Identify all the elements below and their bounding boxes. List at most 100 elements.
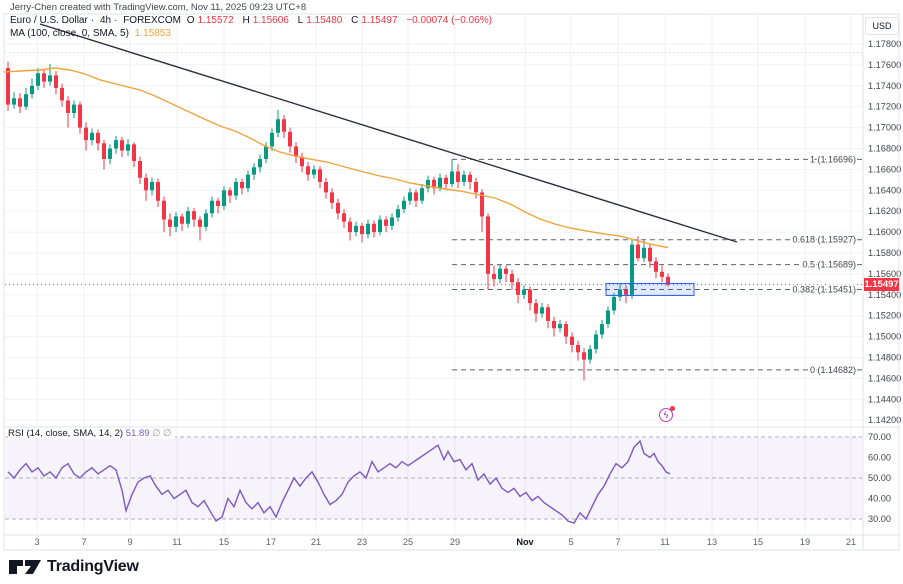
candle-body — [330, 192, 334, 203]
candle-body — [180, 216, 184, 224]
candle-body — [336, 202, 340, 214]
candle-body — [300, 156, 304, 167]
candle-body — [120, 140, 124, 151]
high-value: 1.15606 — [252, 15, 289, 26]
candle-body — [174, 216, 178, 227]
candle-body — [420, 188, 424, 201]
current-price-tag: 1.15497 — [864, 278, 899, 291]
rsi-legend[interactable]: RSI (14, close, SMA, 14, 2) 51.89 ∅ ∅ — [8, 428, 176, 439]
candle-body — [18, 98, 22, 107]
candle-body — [234, 181, 238, 196]
fib-level-label: 0.382 (1.15451) — [792, 284, 856, 294]
candle-body — [378, 219, 382, 233]
ma-line — [2, 67, 669, 249]
tradingview-logo[interactable]: TradingView — [8, 557, 139, 577]
candle-body — [150, 181, 154, 191]
candle-body — [342, 213, 346, 222]
candle-body — [492, 273, 496, 280]
candle-body — [72, 104, 76, 113]
candle-body — [384, 219, 388, 226]
candle-body — [192, 211, 196, 220]
close-value: 1.15497 — [361, 15, 398, 26]
candle-body — [486, 216, 490, 274]
ma-label: MA (100, close, 0, SMA, 5) — [10, 28, 129, 39]
close-label: C 1.15497 — [351, 15, 398, 26]
price-axis-label: 1.17600 — [868, 60, 901, 70]
chart-widget-border — [3, 13, 900, 551]
candle-body — [168, 219, 172, 227]
price-axis-label: 1.14200 — [868, 415, 901, 425]
candle-body — [210, 200, 214, 214]
price-axis-label: 1.14600 — [868, 373, 901, 383]
candle-body — [90, 132, 94, 141]
candle-body — [432, 179, 436, 189]
tradingview-logo-mark — [9, 560, 41, 574]
candle-body — [426, 179, 430, 189]
rsi-axis-label: 60.00 — [868, 453, 891, 463]
rsi-extra-values: ∅ ∅ — [152, 428, 172, 439]
candle-body — [594, 334, 598, 350]
candle-body — [564, 324, 568, 337]
candle-body — [78, 104, 82, 128]
date-axis-label: 3 — [34, 537, 39, 547]
rsi-value: 51.89 — [125, 428, 150, 439]
date-axis-label: 17 — [266, 537, 276, 547]
candle-body — [6, 68, 10, 105]
candle-body — [546, 307, 550, 321]
date-axis-label: 21 — [311, 537, 321, 547]
candle-body — [348, 221, 352, 233]
candle-body — [612, 296, 616, 311]
candle-body — [372, 223, 376, 233]
candle-body — [522, 289, 526, 295]
date-axis-label: 9 — [127, 537, 132, 547]
price-axis-label: 1.15200 — [868, 311, 901, 321]
date-axis-label: 23 — [357, 537, 367, 547]
candle-body — [666, 276, 670, 285]
candle-body — [438, 177, 442, 189]
candle-body — [444, 177, 448, 185]
lightning-marker-icon[interactable]: ϟ — [659, 408, 673, 422]
candle-body — [600, 324, 604, 335]
candle-body — [132, 144, 136, 162]
candle-body — [414, 192, 418, 201]
fib-selection-box[interactable] — [605, 282, 695, 296]
interval-label: 4h — [99, 15, 112, 26]
candle-body — [540, 307, 544, 314]
candle-body — [84, 127, 88, 141]
ma-legend[interactable]: MA (100, close, 0, SMA, 5) 1.15853 — [10, 28, 174, 39]
rsi-axis-label: 30.00 — [868, 514, 891, 524]
currency-toggle-button[interactable]: USD — [865, 17, 899, 35]
candle-body — [582, 352, 586, 360]
price-axis-label: 1.15000 — [868, 332, 901, 342]
date-axis-label: Nov — [516, 537, 534, 547]
candle-body — [618, 289, 622, 297]
price-axis-label: 1.15400 — [868, 290, 901, 300]
candle-body — [504, 268, 508, 274]
price-axis-label: 1.15600 — [868, 269, 901, 279]
open-value: 1.15572 — [197, 15, 234, 26]
candle-body — [42, 73, 46, 82]
candle-body — [306, 166, 310, 175]
candle-body — [102, 143, 106, 159]
price-axis-label: 1.16200 — [868, 206, 901, 216]
date-axis-label: 19 — [800, 537, 810, 547]
candle-body — [264, 146, 268, 159]
candle-body — [282, 119, 286, 132]
candle-body — [108, 148, 112, 159]
candle-body — [354, 225, 358, 233]
price-axis-label: 1.14400 — [868, 394, 901, 404]
symbol-title: Euro / U.S. Dollar — [10, 15, 88, 26]
candle-body — [162, 200, 166, 220]
candle-body — [396, 209, 400, 218]
price-axis-label: 1.15800 — [868, 248, 901, 258]
candle-body — [114, 140, 118, 149]
symbol-legend[interactable]: Euro / U.S. Dollar · 4h · FOREXCOM O 1.1557… — [10, 15, 495, 26]
candle-body — [24, 94, 28, 107]
price-axis-label: 1.16400 — [868, 185, 901, 195]
fib-level-label: 0 (1.14682) — [810, 365, 856, 375]
candle-body — [480, 192, 484, 217]
candle-body — [66, 100, 70, 113]
candle-body — [576, 344, 580, 353]
candle-body — [48, 75, 52, 82]
